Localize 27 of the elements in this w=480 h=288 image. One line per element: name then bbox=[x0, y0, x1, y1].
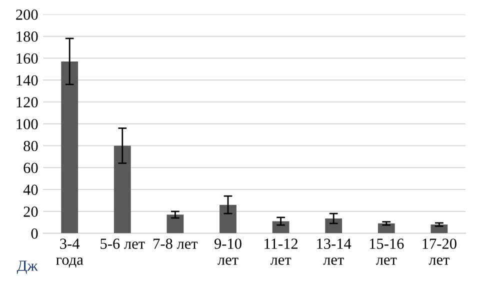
y-tick-label: 180 bbox=[16, 31, 38, 42]
bar bbox=[378, 223, 395, 234]
y-tick-label: 40 bbox=[23, 184, 38, 195]
y-tick-label: 80 bbox=[24, 140, 38, 152]
x-tick-label: 11-12 лет bbox=[264, 238, 298, 265]
y-tick-label: 100 bbox=[16, 118, 38, 130]
bar bbox=[220, 204, 236, 234]
x-tick-label: 3-4 года bbox=[56, 238, 84, 268]
x-tick-label: 5-6 лет bbox=[100, 238, 145, 249]
bar bbox=[61, 61, 78, 234]
y-tick-label: 0 bbox=[31, 228, 38, 239]
bar bbox=[166, 214, 184, 234]
x-tick-label: 17-20 лет bbox=[422, 238, 456, 265]
x-tick-label: 7-8 лет bbox=[154, 238, 198, 249]
bar bbox=[272, 221, 290, 234]
y-tick-label: 120 bbox=[16, 97, 38, 108]
bar bbox=[325, 218, 342, 234]
x-tick-label: 13-14 лет bbox=[317, 238, 352, 265]
y-tick-label: 160 bbox=[16, 53, 38, 64]
x-tick-label: 15-16 лет bbox=[370, 238, 404, 265]
y-tick-label: 20 bbox=[24, 206, 38, 217]
y-tick-label: 200 bbox=[16, 10, 38, 20]
y-tick-label: 140 bbox=[16, 75, 38, 86]
text: Дж bbox=[16, 260, 38, 274]
y-tick-label: 60 bbox=[24, 162, 38, 174]
bar bbox=[114, 146, 131, 234]
x-tick-label: 9-10 лет bbox=[214, 238, 242, 265]
